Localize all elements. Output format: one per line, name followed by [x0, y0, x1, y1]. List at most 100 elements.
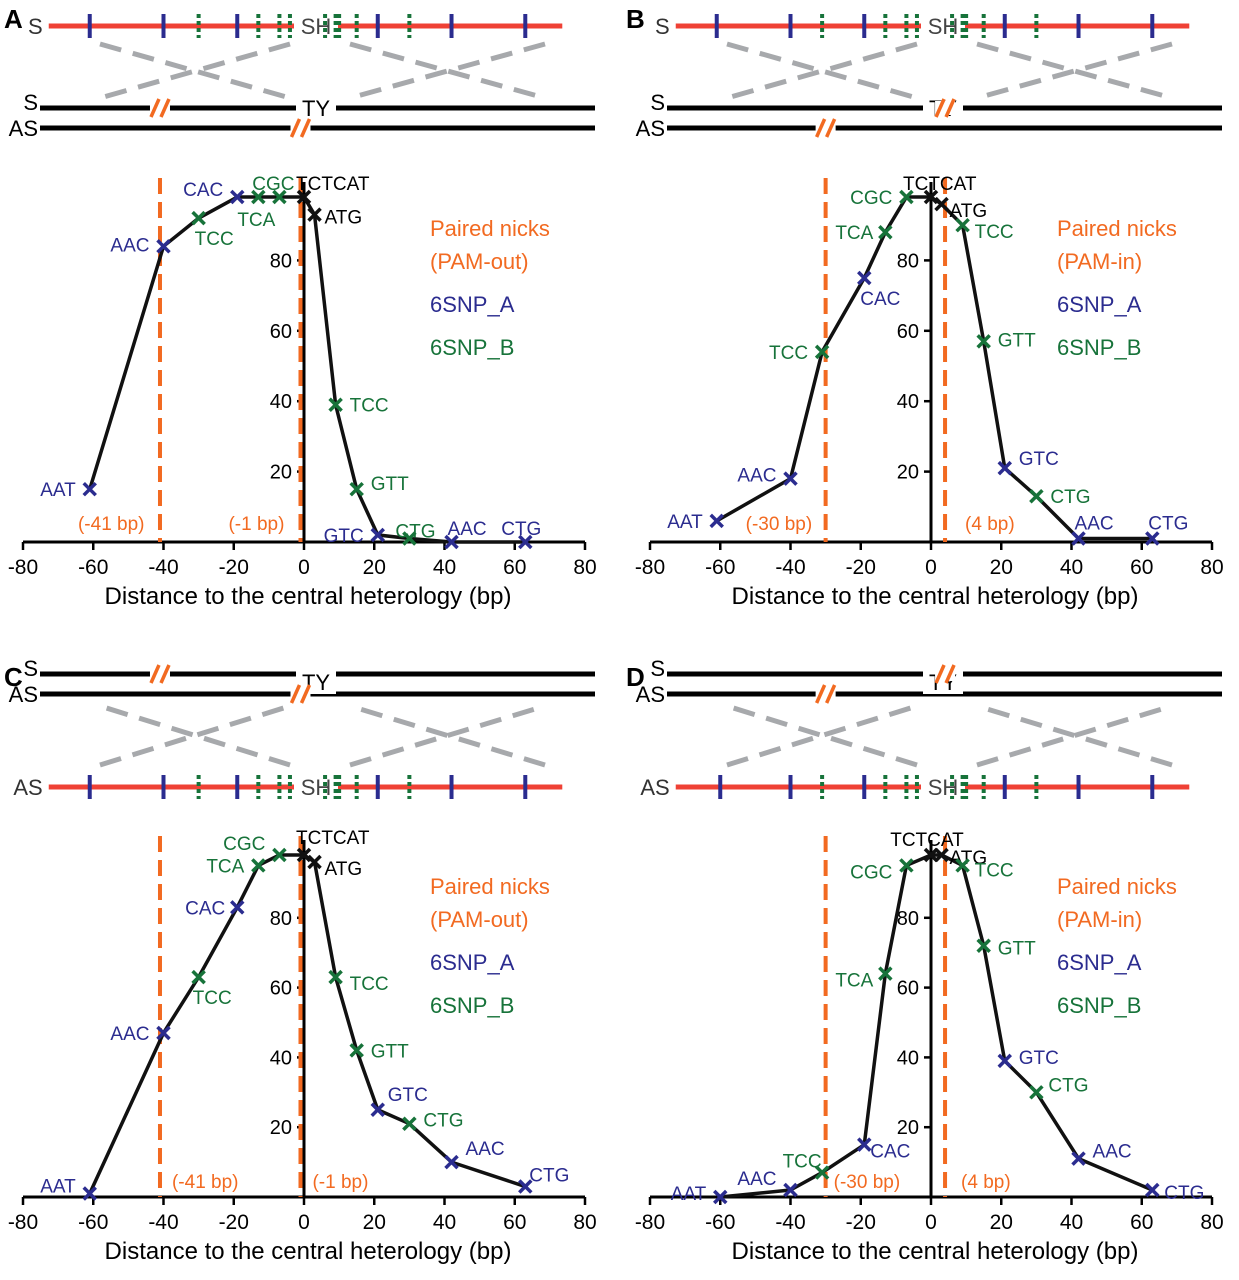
nick-bottom [299, 684, 312, 704]
data-point [997, 1053, 1012, 1069]
nick-label: (-41 bp) [172, 1172, 239, 1193]
crossover-line [726, 703, 918, 768]
x-tick-label: 80 [573, 1211, 596, 1234]
data-point [709, 513, 724, 529]
data-point [857, 270, 872, 286]
data-point [955, 217, 970, 233]
target-center-label: TY [302, 96, 330, 121]
point-label: AAC [737, 466, 776, 487]
strand-bottom-label: AS [9, 116, 38, 141]
nick-bottom [815, 684, 827, 704]
x-tick-label: -80 [635, 1211, 665, 1234]
data-point [272, 189, 287, 205]
data-point [272, 847, 287, 863]
data-point [307, 207, 322, 222]
point-label: AAC [466, 1139, 505, 1160]
point-label: AAC [1093, 1142, 1132, 1163]
y-tick-label: 60 [270, 321, 292, 343]
x-axis-label: Distance to the central heterology (bp) [732, 583, 1139, 610]
data-point [1145, 531, 1160, 546]
point-label: AAT [671, 1184, 707, 1205]
point-label: GTC [324, 526, 364, 547]
crossover-line [99, 703, 291, 768]
ty-gap [296, 96, 336, 120]
legend-snp-a: 6SNP_A [430, 950, 515, 975]
panel-letter: A [4, 4, 23, 34]
y-tick-label: 40 [897, 1047, 919, 1069]
x-axis-label: Distance to the central heterology (bp) [732, 1238, 1139, 1265]
point-label: CGC [850, 188, 892, 209]
panel-letter: D [626, 662, 645, 692]
point-label: CAC [183, 180, 223, 201]
nick-label: (4 bp) [965, 514, 1015, 535]
nick-bottom [299, 118, 312, 138]
data-point [934, 847, 949, 863]
point-label: CGC [252, 174, 294, 195]
data-point [296, 189, 312, 205]
donor-strand-label: S [655, 14, 670, 39]
data-point [955, 858, 970, 873]
point-label: TCTCAT [296, 174, 370, 195]
point-label: GTT [998, 330, 1036, 351]
x-tick-label: -40 [148, 1211, 178, 1234]
donor-center-label: SH [928, 775, 959, 800]
x-tick-label: 0 [298, 1211, 310, 1234]
point-label: TCC [783, 1152, 822, 1173]
point-label: CAC [870, 1142, 910, 1163]
donor-center-label: SH [301, 14, 332, 39]
data-point [976, 938, 991, 953]
x-tick-label: 20 [363, 1211, 386, 1234]
y-tick-label: 80 [897, 250, 919, 272]
nick-top [149, 98, 161, 118]
point-label: CTG [1050, 487, 1090, 508]
y-tick-label: 20 [270, 462, 292, 484]
data-point [402, 1116, 417, 1131]
x-tick-label: -40 [775, 556, 805, 579]
data-point [230, 189, 245, 205]
x-tick-label: 40 [1060, 556, 1083, 579]
point-label: ATG [325, 208, 363, 229]
strand-top-label: S [23, 656, 38, 681]
point-label: TCC [350, 396, 389, 417]
y-tick-label: 60 [270, 978, 292, 1000]
data-point [923, 189, 939, 205]
data-point [349, 481, 364, 497]
x-tick-label: 20 [990, 1211, 1013, 1234]
point-label: AAC [110, 1024, 149, 1045]
nick-bottom [815, 118, 827, 138]
point-label: AAC [737, 1169, 776, 1190]
data-point [1145, 1182, 1160, 1198]
y-tick-label: 40 [897, 391, 919, 413]
y-tick-label: 20 [270, 1117, 292, 1139]
data-point [296, 847, 312, 863]
data-point [156, 1025, 171, 1041]
data-point [251, 189, 266, 205]
point-label: TCC [975, 222, 1014, 243]
x-tick-label: -60 [78, 1211, 108, 1234]
x-tick-label: 0 [925, 556, 937, 579]
data-point [328, 397, 343, 412]
crossover-line [726, 703, 918, 768]
nick-label: (-1 bp) [228, 514, 284, 535]
legend-subtitle: (PAM-in) [1057, 249, 1142, 274]
x-tick-label: 20 [990, 556, 1013, 579]
x-tick-label: -60 [705, 556, 735, 579]
x-tick-label: -60 [78, 556, 108, 579]
nick-bottom [289, 684, 302, 704]
point-label: GTT [998, 939, 1036, 960]
nick-top [159, 664, 171, 684]
panel-letter: C [4, 662, 23, 692]
data-point [518, 1179, 533, 1194]
nick-label: (-1 bp) [312, 1172, 368, 1193]
legend-subtitle: (PAM-out) [430, 907, 529, 932]
point-label: CGC [223, 834, 265, 855]
data-point [878, 966, 893, 981]
y-tick-label: 60 [897, 321, 919, 343]
donor-strand-label: AS [640, 775, 669, 800]
nick-bottom [289, 118, 302, 138]
strand-top-label: S [650, 90, 665, 115]
strand-top-label: S [650, 656, 665, 681]
point-label: GTC [1019, 1048, 1059, 1069]
strand-bottom-label: AS [636, 116, 665, 141]
